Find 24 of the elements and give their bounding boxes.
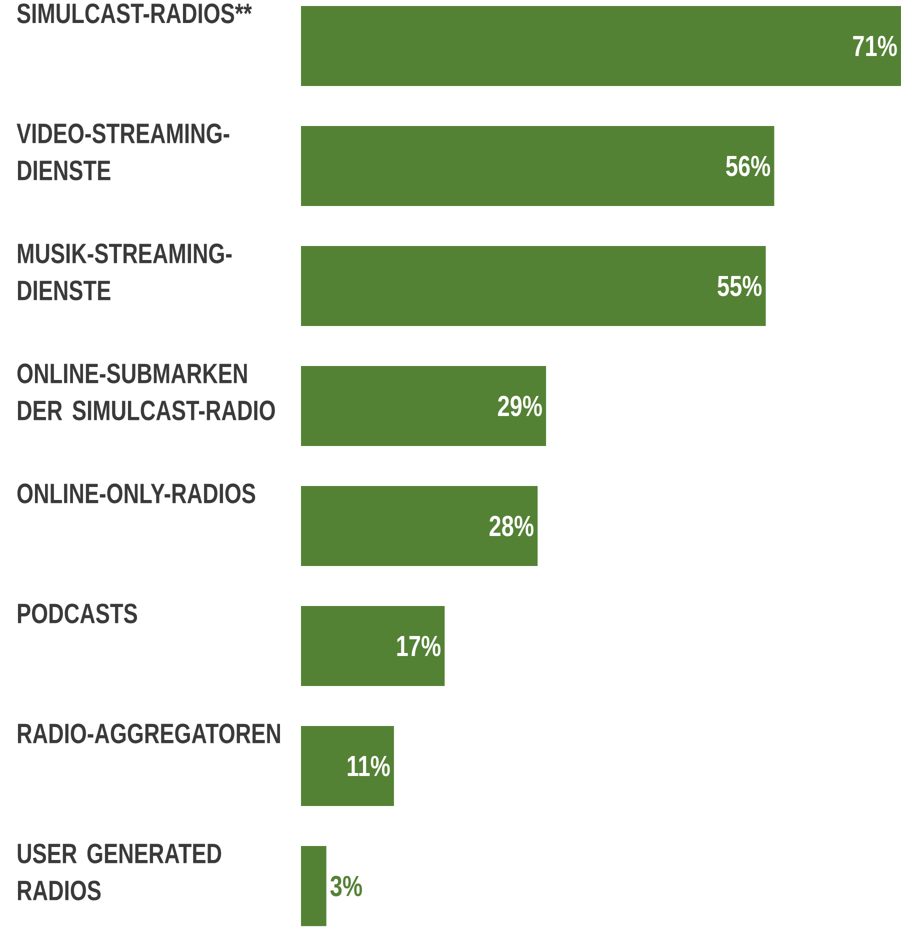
- bar: [300, 126, 774, 206]
- data-label: 56%: [726, 156, 770, 176]
- y-tick-label: SIMULCAST-RADIOS**: [17, 4, 252, 24]
- y-tick-label: ONLINE-ONLY-RADIOS: [17, 484, 256, 504]
- data-label: 17%: [397, 636, 441, 656]
- y-tick-label: ONLINE-SUBMARKEN DER SIMULCAST-RADIO: [17, 364, 275, 420]
- data-label: 11%: [348, 756, 390, 776]
- bar: [300, 246, 766, 326]
- y-tick-label: VIDEO-STREAMING-DIENSTE: [16, 124, 230, 180]
- y-tick-label: MUSIK-STREAMING-DIENSTE: [18, 244, 232, 300]
- bar: [300, 726, 394, 806]
- bar: [300, 366, 546, 446]
- bar: [300, 6, 901, 86]
- bar: [300, 606, 445, 686]
- y-tick-label: PODCASTS: [18, 604, 138, 624]
- data-label: 71%: [853, 36, 897, 56]
- bar: [300, 486, 538, 566]
- y-tick-label: USER GENERATED RADIOS: [18, 844, 222, 900]
- bar: [300, 846, 326, 926]
- data-label: 3%: [330, 876, 362, 896]
- data-label: 29%: [498, 396, 542, 416]
- y-tick-label: RADIO-AGGREGATOREN: [18, 724, 280, 744]
- data-label: 28%: [490, 516, 534, 536]
- data-label: 55%: [718, 276, 762, 296]
